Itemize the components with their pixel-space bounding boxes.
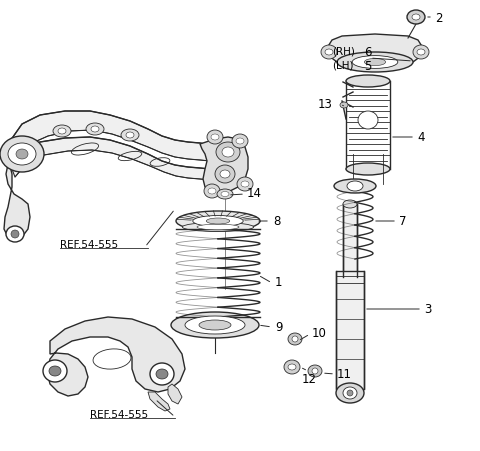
Ellipse shape <box>308 365 322 377</box>
Ellipse shape <box>413 46 429 60</box>
Text: 10: 10 <box>312 327 327 340</box>
Ellipse shape <box>215 166 235 184</box>
Ellipse shape <box>11 230 19 239</box>
Text: 9: 9 <box>275 321 283 334</box>
Ellipse shape <box>236 139 244 145</box>
Text: 7: 7 <box>399 215 407 228</box>
Ellipse shape <box>182 223 254 232</box>
Ellipse shape <box>334 179 376 193</box>
Text: REF.54-555: REF.54-555 <box>60 239 118 249</box>
Ellipse shape <box>336 383 364 403</box>
Ellipse shape <box>364 59 385 66</box>
Ellipse shape <box>358 112 378 130</box>
Text: 6: 6 <box>364 46 372 58</box>
Ellipse shape <box>412 15 420 21</box>
Ellipse shape <box>347 390 353 396</box>
Ellipse shape <box>58 129 66 135</box>
Ellipse shape <box>288 333 302 345</box>
Ellipse shape <box>176 212 260 231</box>
Polygon shape <box>47 318 185 396</box>
Ellipse shape <box>91 127 99 133</box>
Polygon shape <box>200 138 248 194</box>
Ellipse shape <box>288 364 296 370</box>
Ellipse shape <box>208 189 216 194</box>
Text: 4: 4 <box>417 131 424 144</box>
Text: 2: 2 <box>435 11 443 24</box>
Polygon shape <box>168 384 182 404</box>
Ellipse shape <box>6 226 24 243</box>
Ellipse shape <box>16 150 28 160</box>
Ellipse shape <box>93 349 131 369</box>
Ellipse shape <box>156 369 168 379</box>
Polygon shape <box>8 112 210 161</box>
Text: (LH): (LH) <box>332 61 353 71</box>
Text: 3: 3 <box>424 303 432 316</box>
Ellipse shape <box>232 135 248 149</box>
Ellipse shape <box>171 312 259 338</box>
Text: 14: 14 <box>247 187 262 200</box>
Ellipse shape <box>325 50 333 56</box>
Ellipse shape <box>220 170 230 179</box>
Ellipse shape <box>121 130 139 142</box>
Text: 13: 13 <box>318 98 333 111</box>
Ellipse shape <box>222 147 234 158</box>
Ellipse shape <box>346 164 390 175</box>
Ellipse shape <box>292 336 298 342</box>
Ellipse shape <box>43 360 67 382</box>
Ellipse shape <box>221 192 229 197</box>
Ellipse shape <box>207 131 223 145</box>
Ellipse shape <box>417 50 425 56</box>
Text: 1: 1 <box>275 276 283 289</box>
Text: 5: 5 <box>364 60 372 72</box>
Ellipse shape <box>211 135 219 141</box>
Ellipse shape <box>86 124 104 136</box>
Polygon shape <box>10 138 210 180</box>
Ellipse shape <box>237 178 253 192</box>
Ellipse shape <box>150 363 174 385</box>
Text: REF.54-555: REF.54-555 <box>90 409 148 419</box>
Ellipse shape <box>206 219 230 225</box>
Ellipse shape <box>340 103 348 109</box>
Text: 8: 8 <box>273 215 280 228</box>
Text: (RH): (RH) <box>332 47 355 57</box>
Polygon shape <box>148 392 170 411</box>
Ellipse shape <box>352 56 398 69</box>
Ellipse shape <box>199 320 231 330</box>
Ellipse shape <box>284 360 300 374</box>
Ellipse shape <box>185 316 245 334</box>
Polygon shape <box>327 35 423 63</box>
Ellipse shape <box>217 189 233 199</box>
Text: 12: 12 <box>302 373 317 386</box>
Text: 11: 11 <box>337 368 352 381</box>
Ellipse shape <box>346 76 390 88</box>
Polygon shape <box>336 272 364 389</box>
Ellipse shape <box>216 143 240 163</box>
Polygon shape <box>4 165 30 239</box>
Ellipse shape <box>343 201 357 208</box>
Ellipse shape <box>197 225 239 230</box>
Ellipse shape <box>321 46 337 60</box>
Ellipse shape <box>126 133 134 139</box>
Ellipse shape <box>193 216 243 227</box>
Ellipse shape <box>53 126 71 138</box>
Ellipse shape <box>8 144 36 166</box>
Polygon shape <box>343 205 357 277</box>
Ellipse shape <box>337 53 413 73</box>
Ellipse shape <box>49 366 61 376</box>
Ellipse shape <box>347 182 363 192</box>
Ellipse shape <box>407 11 425 25</box>
Ellipse shape <box>0 137 44 173</box>
Ellipse shape <box>312 368 318 374</box>
Ellipse shape <box>343 387 357 399</box>
Ellipse shape <box>204 184 220 198</box>
Ellipse shape <box>241 182 249 188</box>
